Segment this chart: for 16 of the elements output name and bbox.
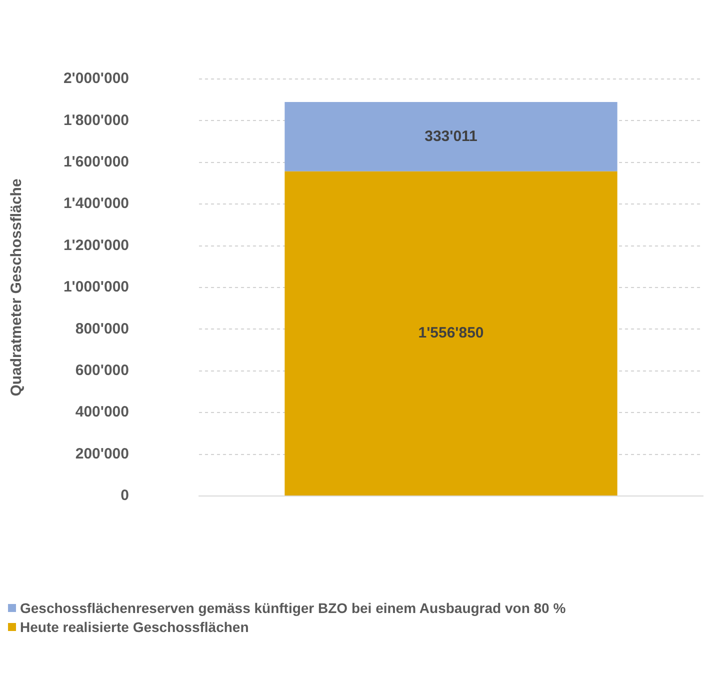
y-tick-label: 600'000 (75, 362, 129, 380)
y-tick-label: 0 (120, 487, 129, 504)
y-tick-label: 1'400'000 (63, 195, 129, 212)
y-tick-label: 1'000'000 (63, 278, 129, 296)
y-tick-label: 2'000'000 (63, 70, 129, 88)
data-label: 1'556'850 (418, 324, 484, 342)
y-tick-label: 200'000 (75, 445, 129, 462)
y-tick-label: 1'800'000 (63, 112, 129, 129)
legend-label: Heute realisierte Geschossflächen (20, 619, 249, 636)
y-tick-label: 800'000 (75, 320, 129, 338)
y-tick-label: 400'000 (75, 404, 129, 421)
y-tick-label: 1'200'000 (63, 236, 129, 254)
legend-label: Geschossflächenreserven gemäss künftiger BZO bei einem Ausbaugrad von 80 % (20, 600, 566, 617)
data-label: 333'011 (424, 128, 478, 145)
y-tick-label: 1'600'000 (63, 154, 129, 171)
y-axis-title: Quadratmeter Geschossfläche (8, 178, 26, 396)
